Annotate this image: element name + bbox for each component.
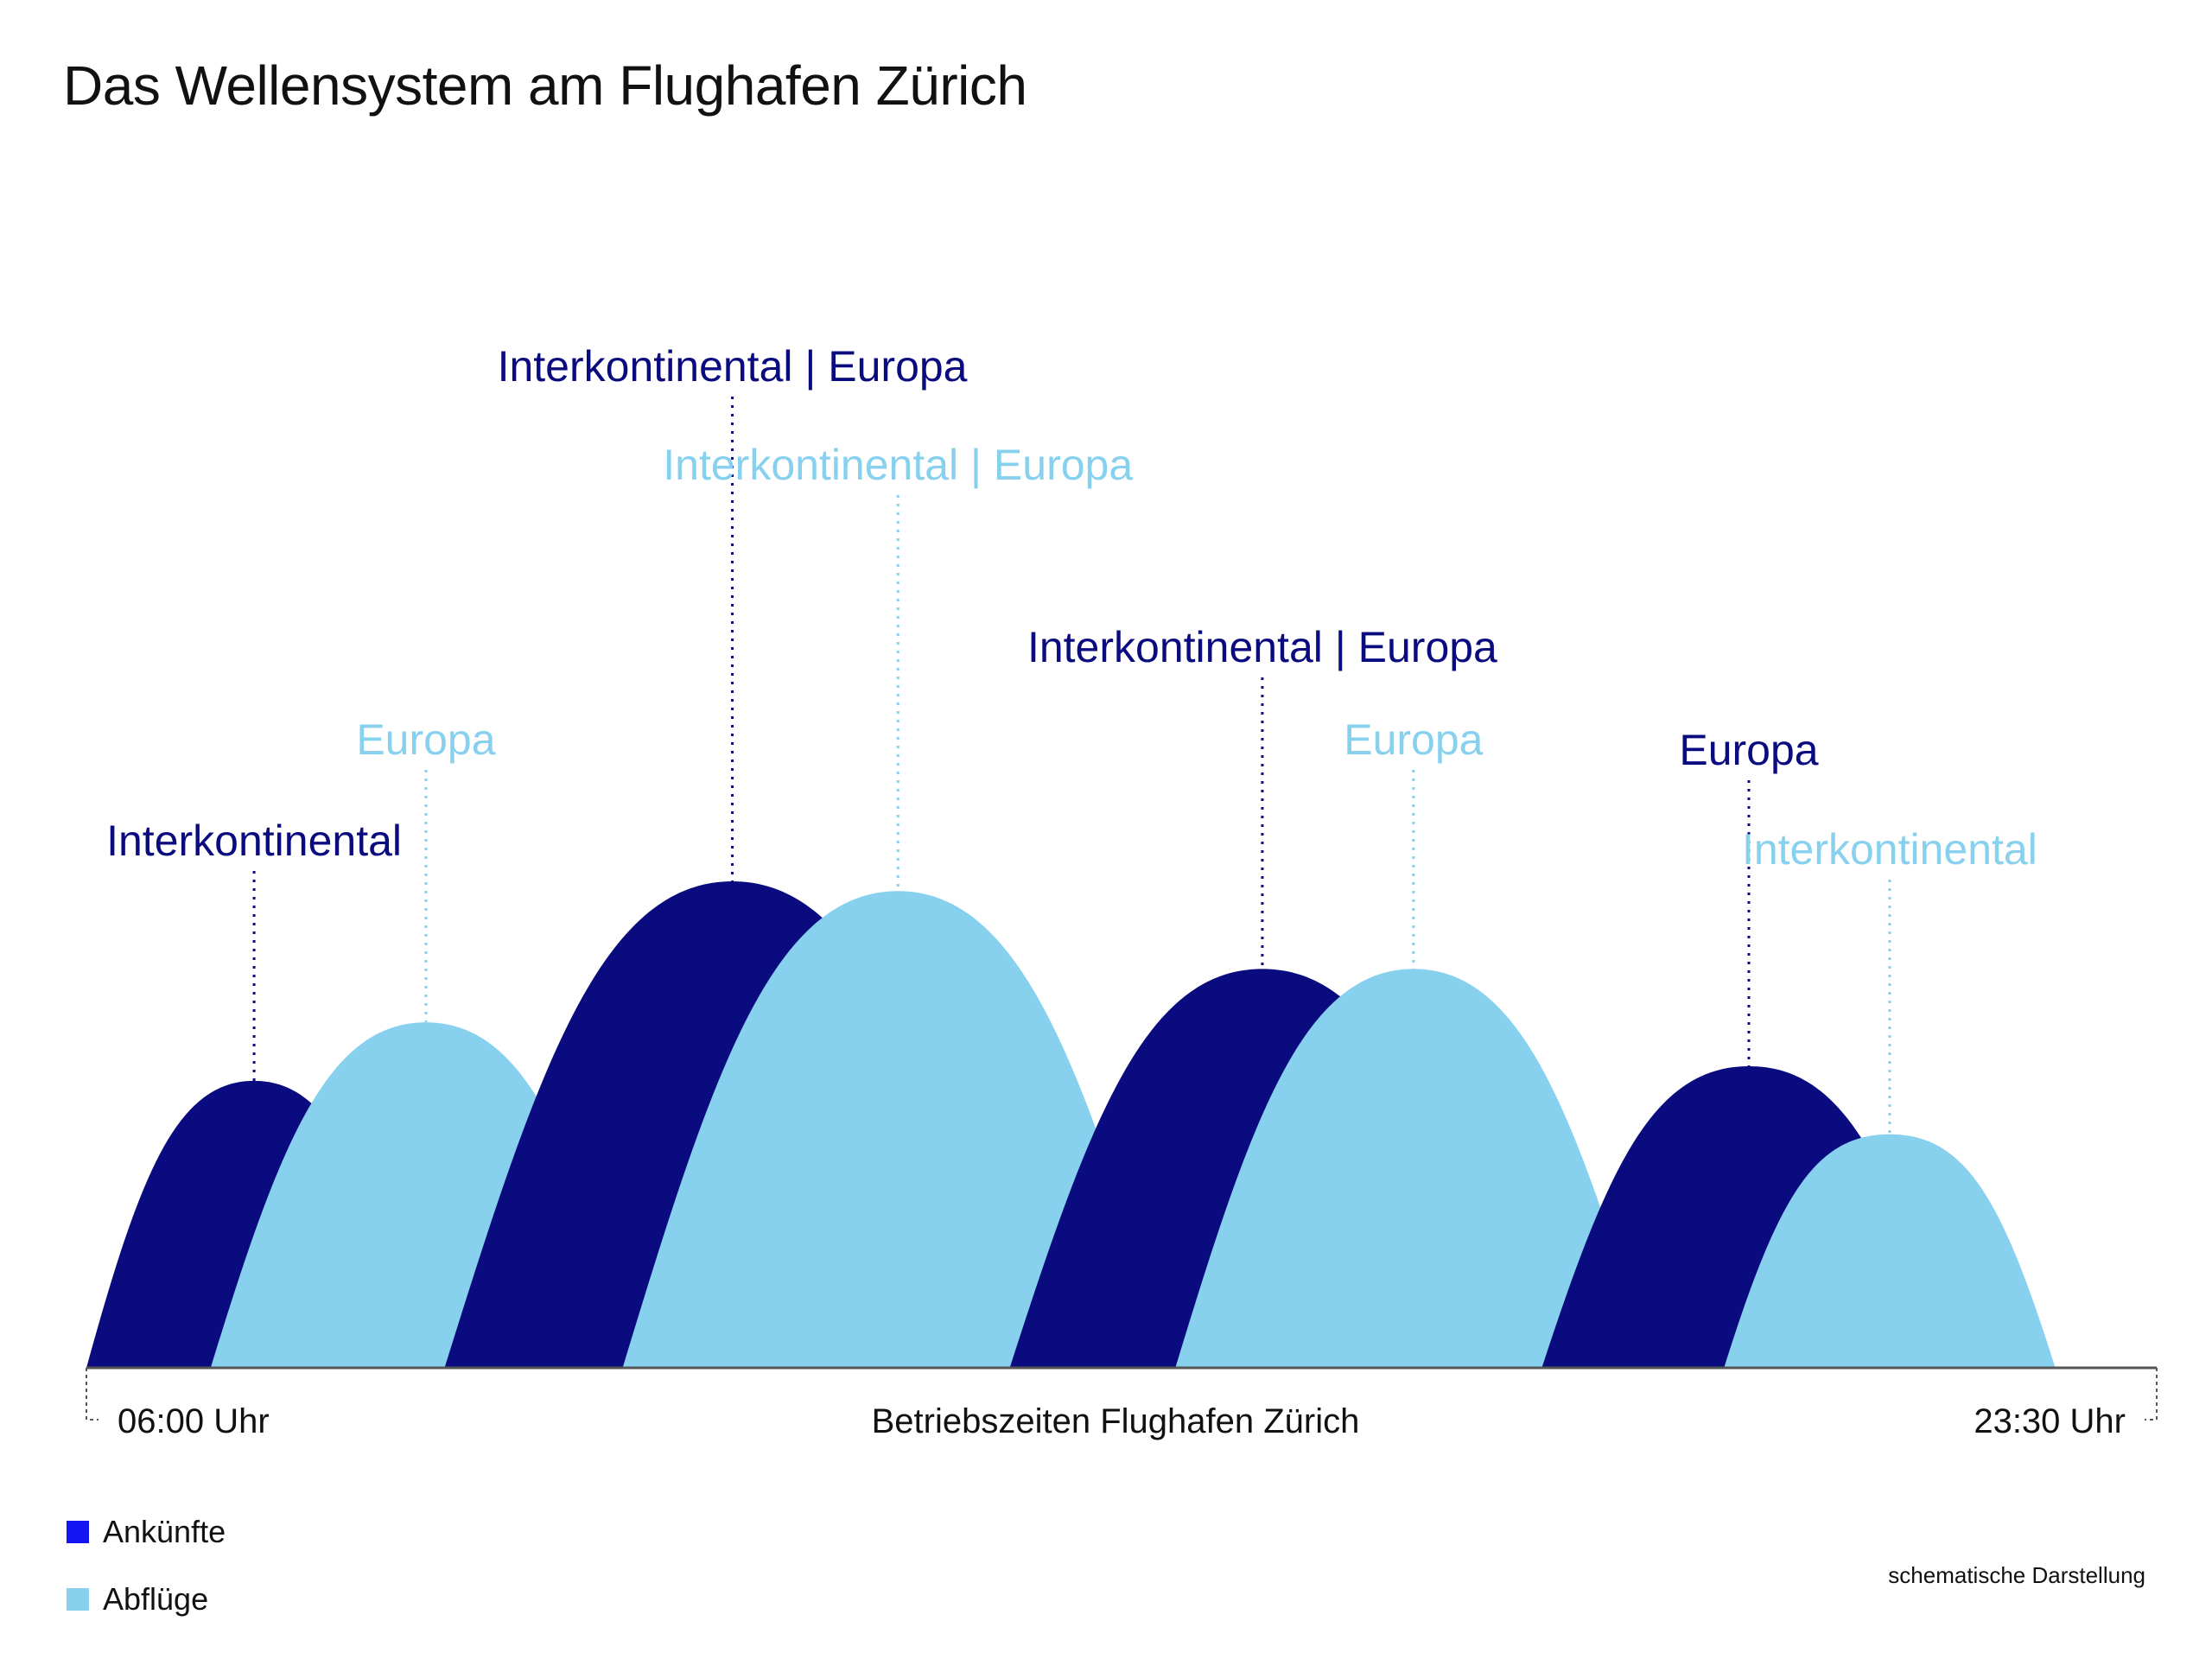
wave-label-5: Interkontinental | Europa [1027, 623, 1497, 671]
x-axis-start-label: 06:00 Uhr [118, 1402, 270, 1440]
wave-label-3: Interkontinental | Europa [498, 342, 968, 391]
axis-end-bracket [2145, 1368, 2158, 1421]
legend-label-arrivals: Ankünfte [103, 1514, 226, 1549]
wave-4-departures [622, 891, 1173, 1368]
axis-start-bracket [86, 1368, 99, 1421]
chart-note: schematische Darstellung [1888, 1562, 2145, 1588]
waves-layer [86, 881, 2056, 1368]
chart-title: Das Wellensystem am Flughafen Zürich [63, 54, 1027, 117]
wave-8-departures [1724, 1134, 2056, 1368]
x-axis: 06:00 Uhr Betriebszeiten Flughafen Züric… [86, 1366, 2158, 1440]
legend-item-arrivals: Ankünfte [67, 1514, 226, 1550]
x-axis-title: Betriebszeiten Flughafen Zürich [872, 1402, 1360, 1440]
wave-label-1: Interkontinental [106, 817, 402, 865]
legend-label-departures: Abflüge [103, 1581, 209, 1617]
wave-label-6: Europa [1344, 715, 1483, 764]
legend-swatch-departures [67, 1588, 89, 1611]
wave-labels-layer: Interkontinental Europa Interkontinental |… [106, 342, 2037, 874]
wave-label-7: Europa [1679, 726, 1818, 774]
peak-leaders-layer [252, 397, 1891, 1150]
x-axis-end-label: 23:30 Uhr [1974, 1402, 2126, 1440]
wave-label-8: Interkontinental [1742, 825, 2037, 874]
wave-label-2: Europa [356, 715, 495, 764]
legend-swatch-arrivals [67, 1521, 89, 1543]
wave-label-4: Interkontinental | Europa [663, 441, 1133, 489]
legend-item-departures: Abflüge [67, 1581, 208, 1618]
wave-6-departures [1175, 969, 1652, 1368]
